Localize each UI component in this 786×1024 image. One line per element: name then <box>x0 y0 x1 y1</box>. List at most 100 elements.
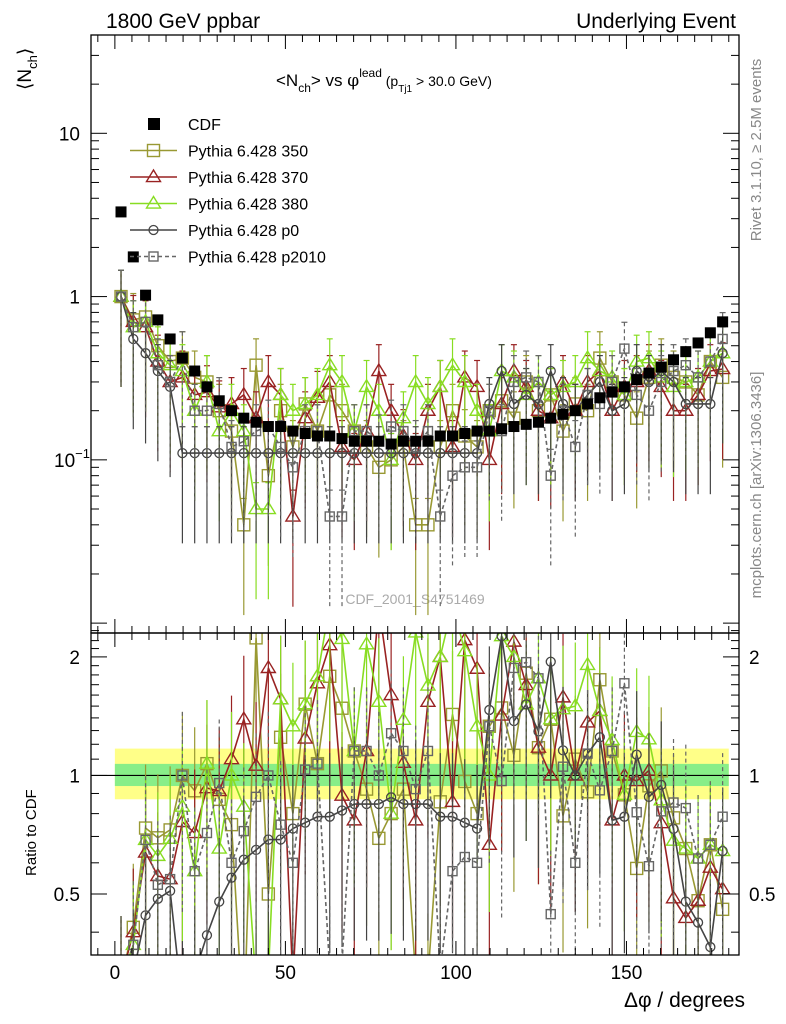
ratio-point <box>407 633 424 638</box>
data-point <box>140 316 151 328</box>
data-point <box>299 428 311 440</box>
data-point <box>606 386 618 398</box>
x-axis-label: Δφ / degrees <box>624 989 745 1012</box>
data-point <box>250 416 262 428</box>
data-point <box>226 405 238 417</box>
ratio-point <box>431 648 449 663</box>
ratio-point <box>557 761 569 772</box>
ratio-point <box>496 633 507 642</box>
data-point <box>444 356 461 371</box>
ratio-series-5 <box>120 633 728 955</box>
data-point <box>447 470 458 481</box>
data-point <box>410 435 422 447</box>
ratio-point <box>177 770 188 781</box>
data-point <box>521 389 532 401</box>
data-point <box>226 441 237 453</box>
ratio-point <box>140 834 151 846</box>
ratio-point <box>336 805 348 816</box>
ratio-point <box>435 811 446 822</box>
legend-label: Pythia 6.428 p0 <box>188 223 299 240</box>
data-point <box>164 376 176 388</box>
data-point <box>569 405 581 417</box>
data-point <box>496 365 507 377</box>
data-point <box>668 365 679 377</box>
ratio-point <box>668 797 679 808</box>
ratio-point <box>190 969 199 978</box>
ratio-point <box>545 656 556 667</box>
data-point <box>272 386 289 401</box>
ratio-point <box>410 783 421 795</box>
data-point <box>668 376 679 388</box>
data-point <box>201 381 213 393</box>
ratio-point <box>324 811 335 822</box>
x-tick-label: 100 <box>440 963 472 984</box>
data-point <box>705 356 716 367</box>
data-point <box>235 386 253 401</box>
ratio-point <box>309 667 326 682</box>
ratio-plot-frame <box>90 632 740 956</box>
axes-layer: 0 50 100 150 10 1 10−1 2 2 1 1 0.5 0.5 <box>54 34 775 984</box>
data-point <box>579 349 596 364</box>
ratio-point <box>223 767 240 781</box>
data-point <box>324 511 335 522</box>
ratio-point <box>226 857 237 869</box>
data-point <box>407 373 424 388</box>
header-right: Underlying Event <box>576 10 736 33</box>
data-point <box>115 206 127 218</box>
data-point <box>238 436 249 447</box>
ratio-point <box>385 728 397 739</box>
data-point <box>468 402 486 416</box>
data-point <box>140 289 152 301</box>
x-tick-label: 0 <box>110 963 121 984</box>
data-point <box>336 447 348 459</box>
ratio-point <box>468 717 486 732</box>
ratio-y-tick-label-right: 1 <box>749 766 760 787</box>
ratio-series-line <box>128 661 724 955</box>
legend-marker <box>146 143 161 158</box>
data-point <box>349 425 360 437</box>
main-y-axis-label: ⟨Nch⟩ <box>15 48 40 90</box>
data-point <box>545 470 556 481</box>
ratio-point <box>214 777 225 789</box>
ratio-point <box>178 1000 187 1009</box>
ratio-point <box>361 745 372 757</box>
ratio-point <box>606 745 618 757</box>
data-point <box>532 416 544 428</box>
data-point <box>275 441 286 453</box>
ratio-point <box>656 806 667 817</box>
ratio-point <box>496 775 507 787</box>
ratio-point <box>238 825 249 837</box>
legend-label: CDF <box>188 117 221 134</box>
data-point <box>692 372 704 383</box>
series-line <box>120 296 724 510</box>
ratio-point <box>422 971 434 983</box>
data-point <box>619 343 630 354</box>
legend-entry-4: Pythia 6.428 p0 <box>130 223 299 240</box>
ratio-point <box>456 642 474 657</box>
data-point <box>361 435 373 447</box>
ratio-point <box>619 678 630 689</box>
data-point <box>631 374 643 386</box>
data-point <box>668 354 680 366</box>
ratio-point <box>385 792 397 803</box>
data-point <box>336 511 348 522</box>
ratio-point <box>261 967 275 979</box>
series-5 <box>115 269 728 607</box>
data-point <box>643 405 655 416</box>
ratio-point <box>594 785 606 796</box>
data-point <box>496 423 508 435</box>
legend-marker <box>145 195 162 209</box>
ratio-y-tick-label: 0.5 <box>54 885 80 906</box>
header-left: 1800 GeV ppbar <box>106 10 260 33</box>
legend: CDF Pythia 6.428 350 Pythia 6.428 370 Pythi… <box>130 117 326 267</box>
x-tick-label: 50 <box>275 963 296 984</box>
legend-marker <box>148 251 159 262</box>
ratio-y-tick-label: 1 <box>69 766 80 787</box>
data-point <box>152 359 164 371</box>
data-point <box>262 421 274 433</box>
ratio-point <box>459 851 470 863</box>
data-point <box>333 373 351 388</box>
ratio-point <box>570 770 581 781</box>
ratio-point <box>533 673 544 684</box>
data-point <box>431 378 449 393</box>
